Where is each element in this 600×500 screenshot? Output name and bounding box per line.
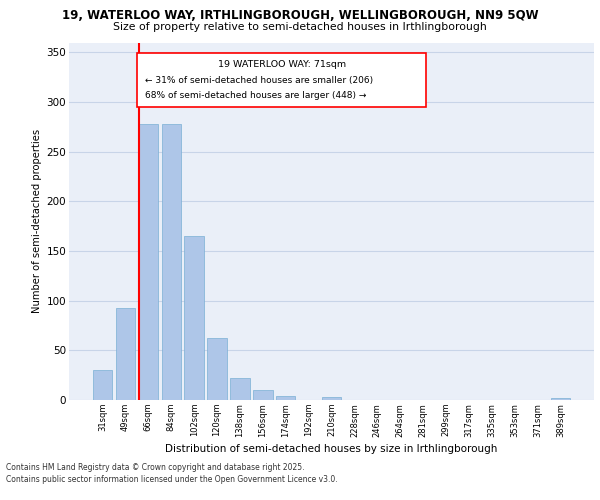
Text: Size of property relative to semi-detached houses in Irthlingborough: Size of property relative to semi-detach… xyxy=(113,22,487,32)
Bar xyxy=(551,398,570,400)
Bar xyxy=(322,397,341,400)
FancyBboxPatch shape xyxy=(137,53,426,107)
Text: Contains public sector information licensed under the Open Government Licence v3: Contains public sector information licen… xyxy=(6,475,338,484)
Bar xyxy=(116,308,135,400)
Bar xyxy=(276,396,295,400)
Text: ← 31% of semi-detached houses are smaller (206): ← 31% of semi-detached houses are smalle… xyxy=(145,76,373,86)
Text: 19, WATERLOO WAY, IRTHLINGBOROUGH, WELLINGBOROUGH, NN9 5QW: 19, WATERLOO WAY, IRTHLINGBOROUGH, WELLI… xyxy=(62,9,538,22)
Bar xyxy=(161,124,181,400)
Y-axis label: Number of semi-detached properties: Number of semi-detached properties xyxy=(32,129,43,314)
Bar xyxy=(253,390,272,400)
Bar xyxy=(208,338,227,400)
Text: 68% of semi-detached houses are larger (448) →: 68% of semi-detached houses are larger (… xyxy=(145,91,367,100)
Text: 19 WATERLOO WAY: 71sqm: 19 WATERLOO WAY: 71sqm xyxy=(218,60,346,70)
Bar xyxy=(93,370,112,400)
X-axis label: Distribution of semi-detached houses by size in Irthlingborough: Distribution of semi-detached houses by … xyxy=(166,444,497,454)
Bar xyxy=(184,236,204,400)
Text: Contains HM Land Registry data © Crown copyright and database right 2025.: Contains HM Land Registry data © Crown c… xyxy=(6,462,305,471)
Bar xyxy=(230,378,250,400)
Bar xyxy=(139,124,158,400)
